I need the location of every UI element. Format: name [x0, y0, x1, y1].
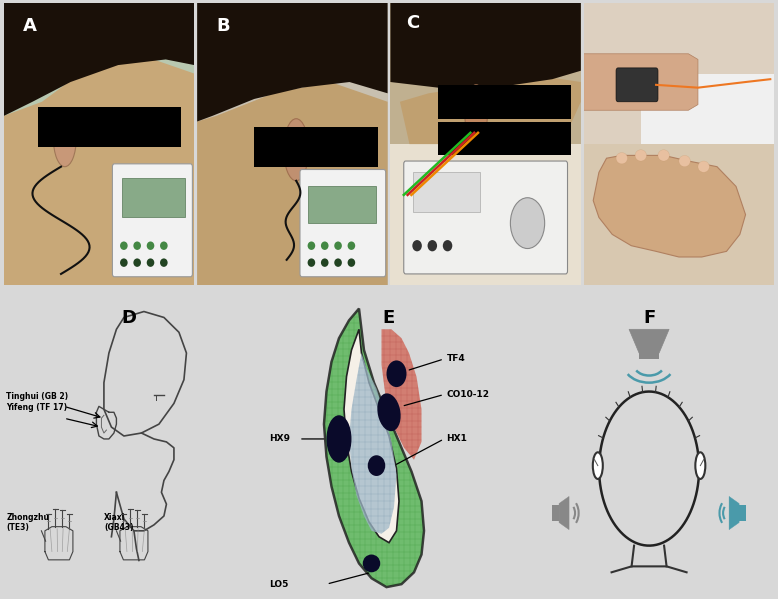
Polygon shape	[4, 3, 194, 116]
Polygon shape	[391, 3, 581, 87]
Ellipse shape	[412, 240, 422, 252]
Ellipse shape	[321, 258, 328, 267]
Ellipse shape	[147, 241, 154, 250]
Text: HX1: HX1	[447, 434, 468, 443]
Ellipse shape	[368, 455, 385, 476]
Text: A: A	[23, 17, 37, 35]
FancyBboxPatch shape	[438, 85, 571, 119]
Ellipse shape	[327, 415, 352, 462]
Ellipse shape	[335, 258, 342, 267]
FancyBboxPatch shape	[639, 347, 659, 359]
Text: F: F	[643, 308, 655, 326]
Polygon shape	[349, 353, 397, 534]
FancyBboxPatch shape	[197, 3, 387, 285]
Ellipse shape	[307, 241, 315, 250]
FancyBboxPatch shape	[616, 68, 658, 102]
Polygon shape	[729, 497, 739, 530]
FancyBboxPatch shape	[739, 505, 746, 521]
Ellipse shape	[387, 361, 406, 387]
Ellipse shape	[160, 258, 167, 267]
Ellipse shape	[335, 241, 342, 250]
FancyBboxPatch shape	[113, 164, 192, 277]
FancyBboxPatch shape	[584, 144, 774, 285]
Ellipse shape	[679, 155, 690, 167]
FancyBboxPatch shape	[391, 144, 581, 285]
Text: C: C	[405, 14, 419, 32]
Ellipse shape	[348, 241, 356, 250]
Ellipse shape	[698, 161, 710, 173]
FancyBboxPatch shape	[584, 3, 774, 144]
FancyBboxPatch shape	[38, 107, 181, 147]
Text: D: D	[121, 308, 136, 326]
Ellipse shape	[428, 240, 437, 252]
Ellipse shape	[696, 452, 706, 479]
Ellipse shape	[160, 241, 167, 250]
FancyBboxPatch shape	[307, 186, 376, 223]
Ellipse shape	[120, 258, 128, 267]
FancyBboxPatch shape	[254, 127, 378, 167]
Text: E: E	[383, 308, 395, 326]
Polygon shape	[197, 82, 387, 285]
Ellipse shape	[120, 241, 128, 250]
Text: CO10-12: CO10-12	[447, 390, 489, 399]
Text: HX9: HX9	[269, 434, 290, 443]
Ellipse shape	[284, 119, 309, 181]
Ellipse shape	[133, 241, 141, 250]
Ellipse shape	[616, 153, 628, 164]
Text: Xiaxi
(GB43): Xiaxi (GB43)	[104, 513, 133, 533]
Polygon shape	[593, 155, 745, 257]
Text: B: B	[216, 17, 230, 35]
Polygon shape	[381, 329, 422, 459]
Ellipse shape	[510, 198, 545, 249]
Ellipse shape	[133, 258, 141, 267]
Ellipse shape	[147, 258, 154, 267]
Ellipse shape	[348, 258, 356, 267]
FancyBboxPatch shape	[552, 505, 559, 521]
Ellipse shape	[593, 452, 603, 479]
Ellipse shape	[377, 394, 401, 431]
Polygon shape	[197, 3, 387, 122]
FancyBboxPatch shape	[641, 74, 774, 144]
FancyBboxPatch shape	[413, 173, 480, 212]
Ellipse shape	[635, 150, 647, 161]
Ellipse shape	[658, 150, 669, 161]
Ellipse shape	[363, 555, 380, 572]
Ellipse shape	[464, 85, 488, 141]
FancyBboxPatch shape	[4, 3, 194, 285]
Polygon shape	[629, 329, 669, 353]
Polygon shape	[584, 54, 698, 110]
FancyBboxPatch shape	[391, 3, 581, 144]
FancyBboxPatch shape	[122, 178, 185, 217]
Polygon shape	[324, 308, 424, 587]
Polygon shape	[559, 497, 569, 530]
Polygon shape	[4, 54, 194, 285]
Text: LO5: LO5	[269, 580, 289, 589]
Text: Tinghui (GB 2)
Yifeng (TF 17): Tinghui (GB 2) Yifeng (TF 17)	[6, 392, 68, 412]
Ellipse shape	[54, 110, 76, 167]
Ellipse shape	[321, 241, 328, 250]
Text: TF4: TF4	[447, 355, 465, 364]
FancyBboxPatch shape	[404, 161, 567, 274]
Ellipse shape	[307, 258, 315, 267]
Text: Zhongzhu
(TE3): Zhongzhu (TE3)	[6, 513, 49, 533]
FancyBboxPatch shape	[438, 122, 571, 155]
FancyBboxPatch shape	[300, 170, 386, 277]
Ellipse shape	[443, 240, 452, 252]
Polygon shape	[400, 76, 581, 144]
Polygon shape	[344, 329, 399, 543]
